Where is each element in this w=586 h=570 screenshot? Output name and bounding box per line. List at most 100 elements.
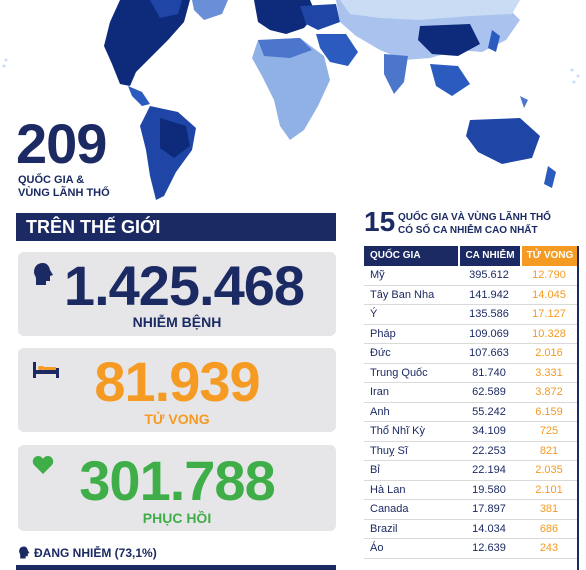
table-row: Anh 55.242 6.159 [364,403,578,422]
header-cases: CA NHIỄM [460,246,520,266]
cases-cell: 141.942 [469,288,509,301]
cases-cell: 55.242 [472,405,506,418]
top15-title: QUỐC GIA VÀ VÙNG LÃNH THỔ CÓ SỐ CA NHIỄM… [398,211,551,237]
table-row: Thổ Nhĩ Kỳ 34.109 725 [364,422,578,442]
table-border [577,246,579,570]
table-header: QUỐC GIA CA NHIỄM TỬ VONG [364,246,578,266]
bed-icon [32,358,60,385]
top15-title-line2: CÓ SỐ CA NHIỄM CAO NHẤT [398,225,538,236]
recovered-card: 301.788 PHỤC HỒI [18,445,336,531]
cases-cell: 395.612 [469,269,509,281]
table-row: Trung Quốc 81.740 3.331 [364,364,578,383]
cases-cell: 135.586 [469,308,509,320]
world-map [2,0,580,200]
country-cell: Bỉ [370,464,380,476]
deaths-cell: 686 [539,522,559,535]
map-japan [488,30,500,52]
table-row: Tây Ban Nha 141.942 14.045 [364,286,578,305]
country-count-label-line1: QUỐC GIA & [18,174,85,186]
cases-cell: 12.639 [472,542,506,554]
country-cell: Áo [370,542,384,554]
deaths-cell: 2.035 [535,464,563,476]
deaths-cell: 243 [539,542,559,554]
country-cell: Ý [370,308,378,320]
map-africa [252,38,330,140]
deaths-cell: 10.328 [532,327,566,340]
map-north-africa [258,38,312,58]
country-cell: Đức [370,347,391,359]
map-india [384,54,408,94]
map-greenland [192,0,228,20]
map-australia [466,118,540,164]
table-row: Brazil 14.034 686 [364,520,578,539]
deaths-value: 81.939 [94,350,260,413]
deaths-cell: 14.045 [532,288,566,301]
map-europe-east [300,4,340,30]
recovered-label: PHỤC HỒI [142,510,212,526]
country-cell: Trung Quốc [370,366,428,379]
cases-cell: 81.740 [472,366,506,379]
recovered-value: 301.788 [79,449,275,512]
cases-cell: 62.589 [472,386,506,398]
cases-cell: 22.253 [472,444,506,457]
table-row: Canada 17.897 381 [364,500,578,520]
deaths-cell: 381 [539,503,559,515]
map-china [418,24,480,56]
cases-cell: 34.109 [472,425,506,437]
infected-label: NHIỄM BỆNH [132,314,222,330]
map-southeast-asia [430,64,470,96]
infected-value: 1.425.468 [63,254,305,317]
deaths-cell: 2.016 [535,347,563,359]
map-central-america [128,86,150,106]
map-canada-east [150,0,182,18]
country-cell: Hà Lan [370,483,406,496]
header-country: QUỐC GIA [364,246,458,266]
table-row: Pháp 109.069 10.328 [364,325,578,344]
heart-icon [32,455,54,480]
table-row: Mỹ 395.612 12.790 [364,266,578,286]
cases-cell: 14.034 [472,522,506,535]
divider [16,565,336,570]
deaths-cell: 6.159 [535,405,563,418]
country-cell: Thuỵ Sĩ [370,444,408,457]
deaths-cell: 3.872 [535,386,563,398]
country-count-label: QUỐC GIA & VÙNG LÃNH THỔ [18,174,110,200]
table-row: Thuỵ Sĩ 22.253 821 [364,442,578,461]
map-new-zealand [544,166,556,188]
cases-cell: 19.580 [472,483,506,496]
deaths-cell: 3.331 [535,366,563,379]
map-brazil [160,118,190,158]
cases-cell: 107.663 [469,347,509,359]
map-middle-east [316,34,358,66]
deaths-cell: 2.101 [535,483,563,496]
head-icon [18,546,30,562]
infected-card: 1.425.468 NHIỄM BỆNH [18,252,336,336]
country-cell: Brazil [370,522,398,535]
deaths-cell: 821 [539,444,559,457]
country-cell: Thổ Nhĩ Kỳ [370,425,426,437]
country-cell: Iran [370,386,389,398]
header-deaths: TỬ VONG [522,246,578,266]
country-count-label-line2: VÙNG LÃNH THỔ [18,187,110,199]
top15-number: 15 [364,206,396,237]
table-row: Đức 107.663 2.016 [364,344,578,364]
table-row: Áo 12.639 243 [364,539,578,559]
country-cell: Pháp [370,327,396,340]
world-section-title: TRÊN THẾ GIỚI [16,213,336,241]
cases-cell: 17.897 [472,503,506,515]
cases-cell: 109.069 [469,327,509,340]
cases-cell: 22.194 [472,464,506,476]
table-row: Iran 62.589 3.872 [364,383,578,403]
deaths-cell: 12.790 [532,269,566,281]
deaths-card: 81.939 TỬ VONG [18,348,336,432]
table-row: Hà Lan 19.580 2.101 [364,481,578,500]
deaths-label: TỬ VONG [144,411,210,427]
country-cell: Mỹ [370,269,385,281]
map-north-america [104,0,190,86]
country-count: 209 [16,112,107,175]
active-cases-row: ĐANG NHIỄM (73,1%) [18,546,157,562]
map-pacific-islands [520,96,528,108]
country-cell: Tây Ban Nha [370,288,435,301]
deaths-cell: 17.127 [532,308,566,320]
top15-table: QUỐC GIA CA NHIỄM TỬ VONG Mỹ 395.612 12.79… [364,246,578,559]
